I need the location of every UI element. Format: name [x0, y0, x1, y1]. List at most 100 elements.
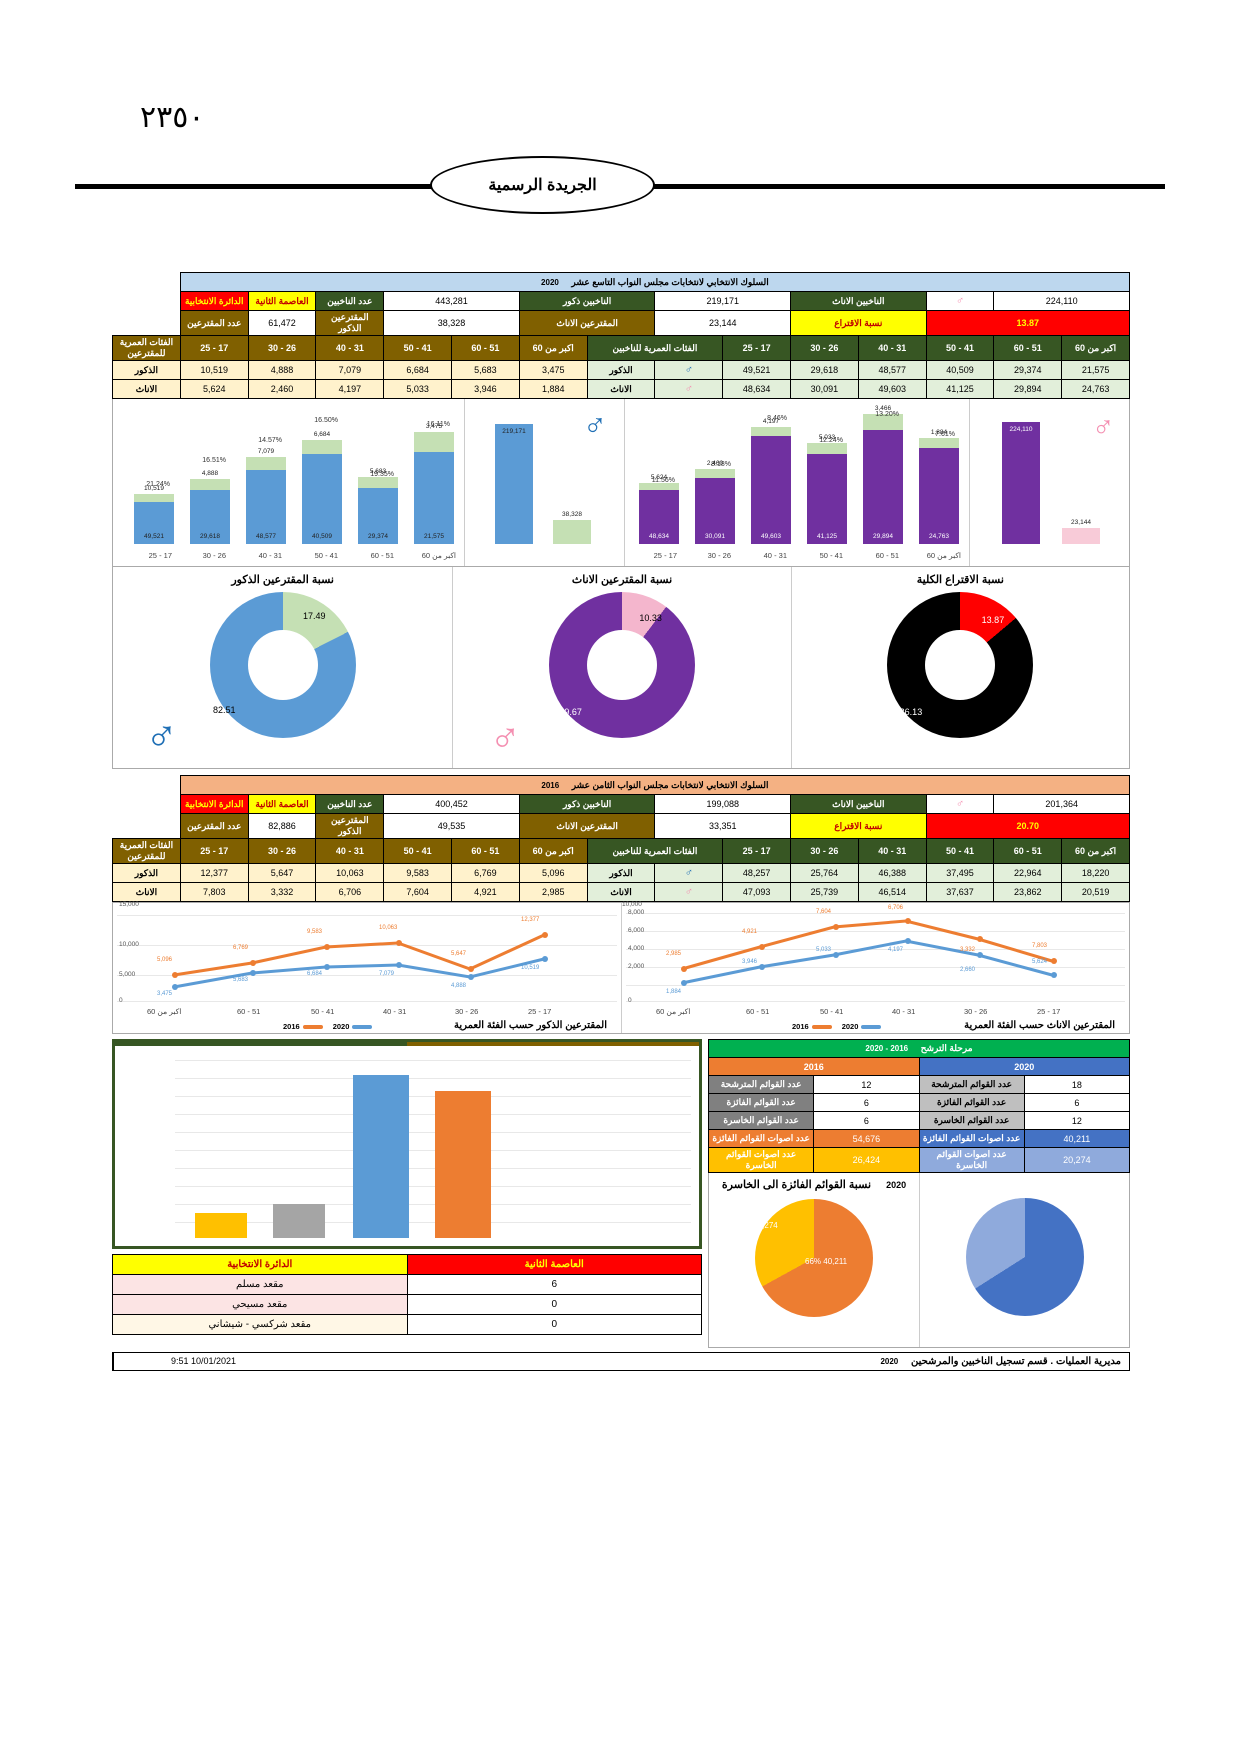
cell: 46,514: [857, 882, 927, 902]
pie-2020: [919, 1173, 1129, 1347]
bar: 48,634: [639, 490, 679, 544]
pct-label: 21.24%: [146, 481, 170, 488]
axis-tick: 51 - 60: [746, 1007, 770, 1016]
balloters-male-label-2020: الذكور: [112, 360, 181, 380]
point-label: 4,197: [888, 947, 904, 953]
axis-tick: 26 - 30: [202, 551, 226, 560]
balloters-age-4-2016: 41 - 50: [383, 838, 453, 864]
balloters-age-2-2020: 26 - 30: [247, 335, 317, 361]
pie-slice-label: 40,211 66%: [805, 1257, 848, 1266]
chart-female-voters-vs-balloters-2020: 224,110 23,144 ♂: [969, 399, 1129, 566]
pie-2016-title: 2020 نسبة القوائم الفائزة الى الخاسرة: [709, 1173, 919, 1191]
point-label: 6,706: [888, 905, 904, 911]
donut-slice-label: 13.87: [981, 615, 1005, 625]
masthead: الجريدة الرسمية: [75, 156, 1165, 218]
donut-slice-label: 89.67: [559, 707, 582, 717]
bar: 30,091: [695, 478, 735, 544]
legend-label: 2020: [332, 1022, 350, 1031]
table-2020-title-text: السلوك الانتخابي لانتخابات مجلس النواب ا…: [571, 276, 769, 287]
cell: 54,676: [813, 1129, 920, 1148]
cell: 12: [1023, 1111, 1131, 1130]
cell: 6: [1023, 1093, 1131, 1112]
bar: 29,618: [190, 490, 230, 544]
bar-seg: 5,624: [639, 474, 679, 490]
cell: 4,888: [247, 360, 317, 380]
bar-value: 29,618: [200, 533, 220, 540]
total-voters-2016-label: عدد الناخبين: [315, 794, 385, 814]
cell: 48,577: [857, 360, 927, 380]
balloters-age-2-2016: 26 - 30: [247, 838, 317, 864]
balloters-female-label-2016: الاناث: [112, 882, 181, 902]
pie-2016: 2020 نسبة القوائم الفائزة الى الخاسرة 40…: [709, 1173, 919, 1347]
bar-voters-2016: [435, 1091, 491, 1238]
y-tick: 10,000: [119, 941, 139, 948]
table-row: 21,575 29,374 40,509 48,577 29,618 49,52…: [112, 360, 1130, 380]
footer-timestamp: 10/01/2021 9:51: [113, 1353, 293, 1370]
cell: 2,460: [247, 379, 317, 399]
legend-item: 2016: [792, 1022, 832, 1031]
table-row: 20.70 نسبة الاقتراع 33,351 المقترعين الا…: [113, 813, 1131, 839]
balloters-age-5-2016: 51 - 60: [451, 838, 520, 864]
bar-value: 7,079: [257, 448, 275, 455]
cell: 6,706: [315, 882, 385, 902]
female-voters-2016-value: 201,364: [993, 794, 1130, 814]
female-voters-2016-label: الناخبين الاناث: [790, 794, 927, 814]
pct-label: 19.35%: [370, 471, 394, 478]
voters-age-3-2020: 31 - 40: [857, 335, 927, 361]
voters-age-5-2016: 51 - 60: [993, 838, 1063, 864]
bar: 24,763: [919, 448, 959, 544]
cell: عدد القوائم الفائزة: [707, 1093, 815, 1112]
bar-value: 49,603: [761, 533, 781, 540]
voters-age-header-2020: الفئات العمرية للناخبين: [586, 335, 724, 361]
cell: 5,624: [179, 379, 249, 399]
cell: 20,519: [1061, 882, 1130, 902]
bar-value: 10,519: [144, 485, 164, 492]
cell: 47,093: [722, 882, 792, 902]
table-2016-title-text: السلوك الانتخابي لانتخابات مجلس النواب ا…: [571, 779, 769, 790]
bar-value: 4,197: [762, 418, 780, 425]
table-2016-title: السلوك الانتخابي لانتخابات مجلس النواب ا…: [179, 775, 1131, 795]
point-label: 5,647: [451, 951, 467, 957]
bar-seg: 10,519: [134, 485, 174, 502]
y-tick: 8,000: [628, 909, 645, 916]
cell: 6: [813, 1093, 920, 1112]
legend: 2020 2016: [283, 1022, 373, 1031]
table-row: 6 مقعد مسلم: [112, 1274, 702, 1295]
district-label-2016: الدائرة الانتخابية: [179, 794, 249, 814]
legend-label: 2016: [283, 1022, 300, 1031]
voters-age-4-2016: 41 - 50: [925, 838, 995, 864]
pct-label: 14.57%: [258, 437, 282, 444]
bar-seg: 3,475: [414, 423, 454, 452]
pie-chart: [965, 1198, 1084, 1316]
cell: عدد اصوات القوائم الفائزة: [707, 1129, 815, 1148]
male-icon: ♂: [583, 407, 607, 443]
voters-balloters-chart-box: [112, 1039, 702, 1249]
cell: 5,096: [518, 863, 588, 883]
pct-label: 8.46%: [767, 415, 787, 422]
voters-age-1-2016: 17 - 25: [722, 838, 792, 864]
cell: عدد القوائم المترشحة: [918, 1075, 1025, 1094]
bar-seg: 4,197: [751, 418, 791, 436]
bar-value: 3,466: [874, 405, 892, 412]
dashboard: السلوك الانتخابي لانتخابات مجلس النواب ا…: [112, 272, 1131, 1371]
pct-label: 16.11%: [426, 421, 450, 428]
point-label: 10,519: [521, 965, 540, 971]
axis-tick: اكبر من 60: [926, 551, 961, 560]
voters-age-1-2020: 17 - 25: [722, 335, 792, 361]
bar-value: 224,110: [1009, 426, 1033, 433]
donut-slice-label: 82.51: [213, 705, 236, 715]
point-label: 5,096: [157, 957, 173, 963]
cell: 40,509: [925, 360, 995, 380]
chart-voters-balloters: [115, 1046, 699, 1246]
bar-value: 219,171: [502, 428, 526, 435]
bar-value: 5,683: [369, 468, 387, 475]
axis-tick: 26 - 30: [964, 1007, 988, 1016]
header-balloters: [407, 1042, 699, 1046]
bar-value: 4,888: [201, 470, 219, 477]
cell: 22,964: [993, 863, 1063, 883]
pct-label: 12.24%: [819, 437, 843, 444]
bar-value: 30,091: [705, 533, 725, 540]
bar-value: 40,509: [312, 533, 332, 540]
balloters-age-6-2020: اكبر من 60: [518, 335, 588, 361]
bar-seg: 7,079: [246, 448, 286, 470]
